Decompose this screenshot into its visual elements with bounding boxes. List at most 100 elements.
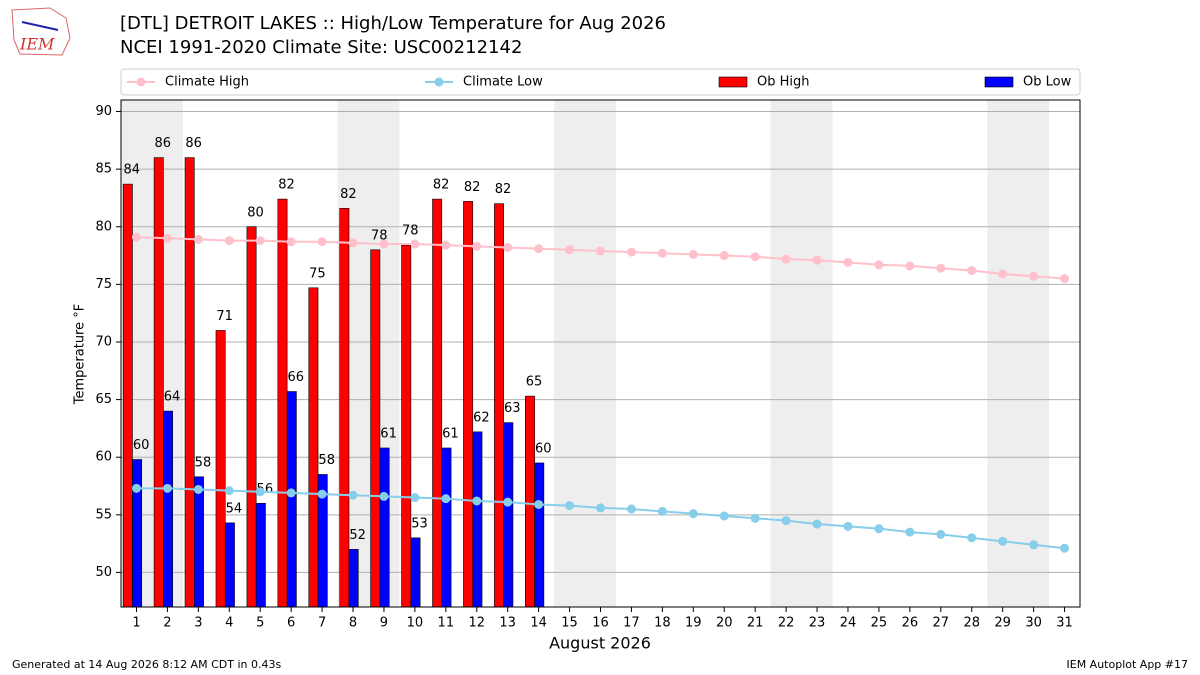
x-tick-label: 12	[468, 616, 485, 631]
x-tick-label: 15	[561, 616, 578, 631]
marker	[843, 257, 853, 267]
x-tick-label: 21	[747, 616, 764, 631]
data-label: 86	[154, 136, 171, 151]
marker	[224, 236, 234, 246]
marker	[688, 249, 698, 259]
marker	[472, 496, 482, 506]
marker	[534, 499, 544, 509]
data-label: 86	[185, 136, 202, 151]
x-tick-label: 31	[1056, 616, 1073, 631]
y-tick-label: 50	[95, 565, 112, 580]
legend-marker	[434, 77, 444, 87]
x-tick-label: 29	[994, 616, 1011, 631]
marker	[812, 255, 822, 265]
legend-swatch	[984, 76, 1014, 88]
x-tick-label: 2	[163, 616, 171, 631]
data-label: 63	[504, 401, 521, 416]
legend-label: Ob High	[757, 75, 810, 90]
x-tick-label: 27	[933, 616, 950, 631]
marker	[255, 236, 265, 246]
x-tick-label: 28	[963, 616, 980, 631]
bar	[472, 431, 483, 608]
marker	[441, 494, 451, 504]
data-label: 58	[318, 453, 335, 468]
legend-label: Climate Low	[463, 75, 543, 90]
data-label: 82	[495, 182, 512, 197]
y-tick-label: 60	[95, 450, 112, 465]
marker	[255, 487, 265, 497]
data-label: 78	[402, 224, 419, 239]
x-tick-label: 16	[592, 616, 609, 631]
x-tick-label: 1	[132, 616, 140, 631]
data-label: 52	[349, 528, 366, 543]
marker	[534, 244, 544, 254]
data-label: 84	[124, 163, 141, 178]
marker	[874, 524, 884, 534]
marker	[193, 234, 203, 244]
marker	[379, 239, 389, 249]
data-label: 62	[473, 410, 490, 425]
bar	[348, 549, 359, 608]
marker	[967, 533, 977, 543]
plot-frame	[120, 99, 1081, 608]
weekend-band	[554, 100, 616, 607]
y-tick-label: 75	[95, 277, 112, 292]
data-label: 80	[247, 205, 264, 220]
marker	[967, 266, 977, 276]
marker	[657, 506, 667, 516]
marker	[905, 261, 915, 271]
bar	[194, 476, 204, 608]
y-tick-label: 55	[95, 507, 112, 522]
x-axis-label: August 2026	[549, 634, 651, 653]
x-tick-label: 3	[194, 616, 202, 631]
y-tick-label: 90	[95, 104, 112, 119]
x-tick-label: 24	[840, 616, 857, 631]
marker	[348, 238, 358, 248]
chart-title: [DTL] DETROIT LAKES :: High/Low Temperat…	[120, 13, 666, 34]
logo-line	[21, 21, 59, 31]
marker	[688, 509, 698, 519]
marker	[441, 240, 451, 250]
x-tick-label: 9	[380, 616, 388, 631]
y-tick-label: 65	[95, 392, 112, 407]
marker	[131, 483, 141, 493]
y-tick-label: 70	[95, 334, 112, 349]
data-label: 54	[226, 501, 243, 516]
marker	[193, 484, 203, 494]
marker	[286, 237, 296, 247]
bar	[525, 395, 535, 608]
x-tick-label: 22	[778, 616, 795, 631]
marker	[905, 527, 915, 537]
marker	[936, 263, 946, 273]
bar	[370, 249, 381, 608]
data-label: 65	[526, 375, 543, 390]
marker	[565, 501, 575, 511]
x-tick-label: 17	[623, 616, 640, 631]
marker	[750, 513, 760, 523]
marker	[472, 241, 482, 251]
marker	[410, 493, 420, 503]
marker	[1029, 271, 1039, 281]
data-label: 61	[380, 426, 397, 441]
data-label: 60	[535, 441, 552, 456]
bar	[410, 537, 421, 608]
y-tick-label: 80	[95, 219, 112, 234]
marker	[874, 260, 884, 270]
marker	[379, 491, 389, 501]
marker	[224, 486, 234, 496]
data-label: 66	[287, 370, 304, 385]
bar	[224, 522, 235, 608]
logo: IEM	[11, 7, 71, 56]
x-tick-label: 14	[530, 616, 547, 631]
x-tick-label: 5	[256, 616, 264, 631]
bar	[463, 201, 474, 608]
x-tick-label: 8	[349, 616, 357, 631]
legend-label: Climate High	[165, 75, 249, 90]
bar	[122, 183, 133, 608]
marker	[317, 237, 327, 247]
marker	[998, 269, 1008, 279]
footer-left: Generated at 14 Aug 2026 8:12 AM CDT in …	[12, 658, 281, 671]
bar	[132, 459, 143, 608]
data-label: 82	[278, 178, 295, 193]
x-tick-label: 11	[438, 616, 455, 631]
